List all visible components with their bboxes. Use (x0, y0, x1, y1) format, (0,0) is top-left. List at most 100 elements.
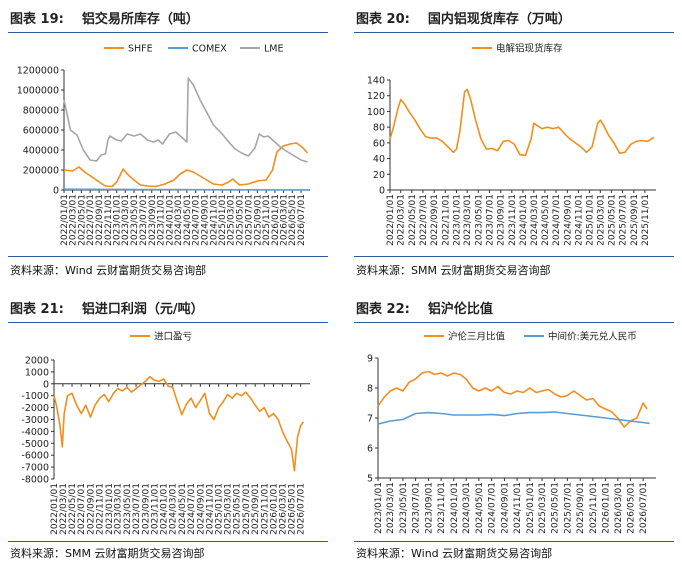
y-tick-label: 9 (367, 354, 373, 365)
title-rule (8, 32, 328, 33)
series-line-沪伦三月比值 (377, 370, 648, 428)
y-tick-label: 2000 (25, 356, 49, 367)
title-rule (354, 322, 674, 323)
x-tick-label: 2023/01/01 (374, 482, 384, 534)
title-rule (354, 32, 674, 33)
source-rule (8, 256, 328, 257)
x-tick-label: 2025/05/01 (607, 194, 617, 246)
y-tick-label: 5 (367, 474, 373, 485)
x-tick-label: 2024/03/01 (462, 482, 472, 534)
y-tick-label: 20 (373, 170, 385, 181)
x-tick-label: 2023/01/01 (105, 483, 115, 535)
x-tick-label: 2023/11/01 (437, 482, 447, 534)
x-tick-label: 2026/03/01 (279, 194, 289, 246)
source-rule (354, 541, 674, 542)
x-tick-label: 2023/07/01 (412, 482, 422, 534)
x-tick-label: 2023/07/01 (132, 483, 142, 535)
x-tick-label: 2025/03/01 (538, 482, 548, 534)
y-tick-label: 140 (367, 76, 385, 87)
x-tick-label: 2022/07/01 (419, 194, 429, 246)
x-tick-label: 2025/07/01 (242, 483, 252, 535)
x-tick-label: 2024/05/01 (475, 482, 485, 534)
y-tick-label: -4000 (21, 427, 49, 438)
x-tick-label: 2026/07/01 (297, 194, 307, 246)
x-tick-label: 2025/01/01 (526, 482, 536, 534)
x-tick-label: 2023/03/01 (386, 482, 396, 534)
y-tick-label: 60 (373, 138, 385, 149)
y-tick-label: -1000 (21, 391, 49, 402)
x-tick-label: 2022/03/01 (59, 483, 69, 535)
x-tick-label: 2025/05/01 (236, 194, 246, 246)
y-tick-label: -5000 (21, 439, 49, 450)
y-tick-label: 40 (373, 154, 385, 165)
series-line-LME (63, 77, 308, 163)
legend-label: 中间价:美元兑人民币 (548, 331, 637, 343)
chart-title-21: 图表 21: 铝进口利润（元/吨） (10, 302, 204, 317)
x-tick-label: 2024/05/01 (541, 194, 551, 246)
x-tick-label: 2024/09/01 (196, 483, 206, 535)
x-tick-label: 2025/01/01 (586, 194, 596, 246)
y-tick-label: 8 (367, 384, 373, 395)
y-tick-label: 600000 (23, 126, 59, 137)
x-tick-label: 2025/03/01 (224, 483, 234, 535)
x-tick-label: 2022/11/01 (104, 194, 114, 246)
series-line-COMEX (63, 188, 308, 191)
chart-title-19: 图表 19: 铝交易所库存（吨） (10, 12, 199, 27)
x-tick-label: 2025/11/01 (641, 194, 651, 246)
y-tick-label: 1200000 (17, 66, 59, 77)
x-tick-label: 2023/05/01 (123, 483, 133, 535)
x-tick-label: 2026/07/01 (639, 482, 649, 534)
x-tick-label: 2025/01/01 (215, 483, 225, 535)
y-tick-label: 0 (379, 186, 385, 197)
x-tick-label: 2023/03/01 (114, 483, 124, 535)
x-tick-label: 2024/05/01 (178, 483, 188, 535)
x-tick-label: 2026/01/01 (602, 482, 612, 534)
x-tick-label: 2025/03/01 (227, 194, 237, 246)
legend-label: 沪伦三月比值 (448, 331, 506, 343)
x-tick-label: 2023/01/01 (113, 194, 123, 246)
x-tick-label: 2024/07/01 (187, 483, 197, 535)
x-tick-label: 2022/07/01 (77, 483, 87, 535)
x-tick-label: 2022/05/01 (77, 194, 87, 246)
x-tick-label: 2023/11/01 (151, 483, 161, 535)
x-tick-label: 2023/07/01 (485, 194, 495, 246)
chart-title-20: 图表 20: 国内铝现货库存（万吨） (356, 12, 571, 27)
x-tick-label: 2024/05/01 (183, 194, 193, 246)
x-tick-label: 2024/01/01 (519, 194, 529, 246)
x-tick-label: 2026/07/01 (297, 483, 307, 535)
x-tick-label: 2024/07/01 (488, 482, 498, 534)
y-tick-label: 0 (43, 379, 49, 390)
x-tick-label: 2022/03/01 (69, 194, 79, 246)
x-tick-label: 2025/09/01 (253, 194, 263, 246)
x-tick-label: 2026/05/01 (626, 482, 636, 534)
source-note-20: 资料来源：SMM 云财富期货交易咨询部 (356, 264, 551, 277)
x-tick-label: 2026/01/01 (269, 483, 279, 535)
x-tick-label: 2026/05/01 (288, 194, 298, 246)
x-tick-label: 2023/11/01 (157, 194, 167, 246)
x-tick-label: 2024/09/01 (201, 194, 211, 246)
source-rule (354, 256, 674, 257)
source-rule (8, 541, 328, 542)
y-tick-label: 1000000 (17, 86, 59, 97)
chart-title-22: 图表 22: 铝沪伦比值 (356, 302, 493, 317)
x-tick-label: 2026/05/01 (288, 483, 298, 535)
x-tick-label: 2023/09/01 (497, 194, 507, 246)
x-tick-label: 2024/09/01 (563, 194, 573, 246)
x-tick-label: 2023/03/01 (463, 194, 473, 246)
y-tick-label: 0 (53, 186, 59, 197)
x-tick-label: 2026/03/01 (614, 482, 624, 534)
x-tick-label: 2025/05/01 (233, 483, 243, 535)
x-tick-label: 2024/09/01 (500, 482, 510, 534)
x-tick-label: 2024/11/01 (205, 483, 215, 535)
x-tick-label: 2024/11/01 (513, 482, 523, 534)
chart-inventory-exchange: 0 200000 400000 600000 800000 1000000 1200000 2… (17, 44, 310, 246)
y-tick-label: 1000 (25, 367, 49, 378)
x-tick-label: 2022/03/01 (397, 194, 407, 246)
x-tick-label: 2023/05/01 (130, 194, 140, 246)
y-tick-label: 7 (367, 414, 373, 425)
series-line-进口盈亏 (53, 375, 305, 472)
x-tick-label: 2023/05/01 (399, 482, 409, 534)
x-tick-label: 2022/05/01 (408, 194, 418, 246)
x-tick-label: 2024/11/01 (209, 194, 219, 246)
